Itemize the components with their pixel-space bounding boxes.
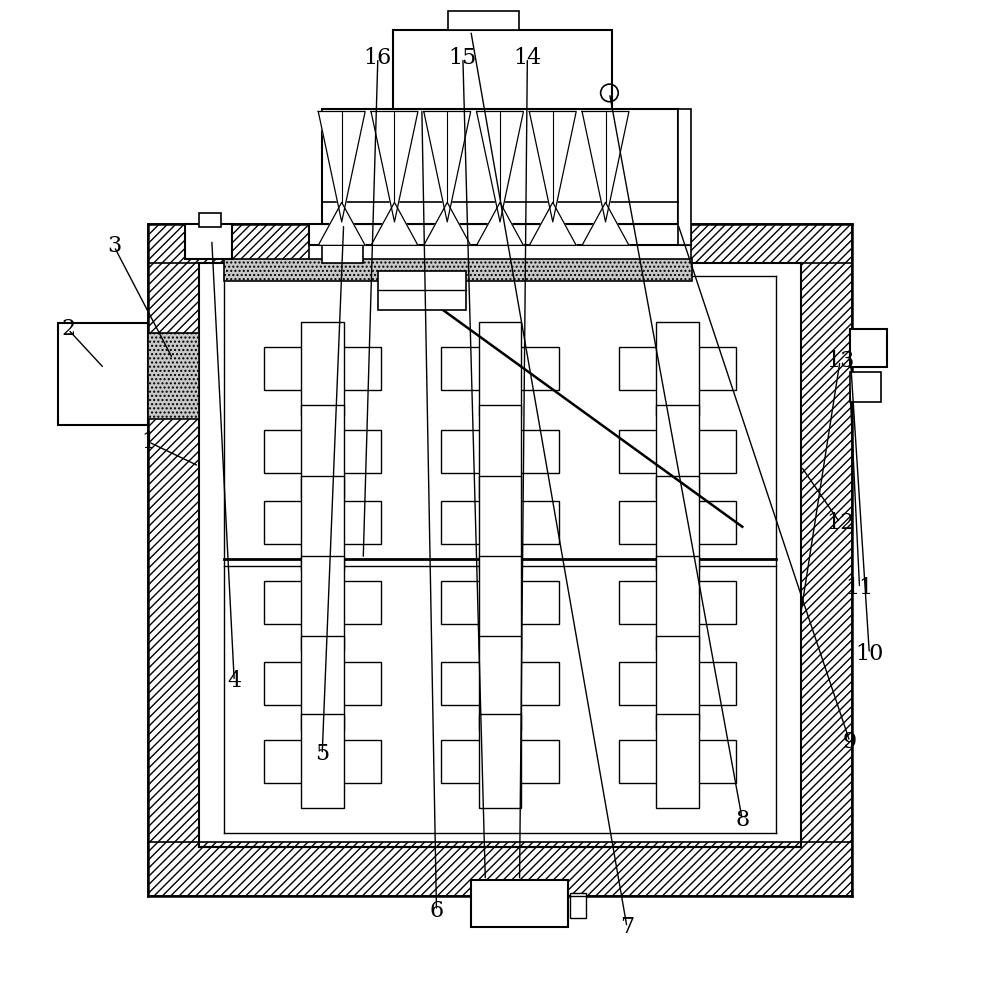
Bar xyxy=(264,430,381,473)
Bar xyxy=(619,662,736,705)
Bar xyxy=(570,893,586,918)
Polygon shape xyxy=(582,112,629,222)
Bar xyxy=(301,636,344,730)
Polygon shape xyxy=(318,202,365,246)
Bar xyxy=(441,739,559,783)
Text: 4: 4 xyxy=(227,670,241,692)
Bar xyxy=(264,501,381,544)
Text: 10: 10 xyxy=(855,643,884,665)
Polygon shape xyxy=(424,112,471,222)
Polygon shape xyxy=(582,202,629,246)
Bar xyxy=(479,321,521,415)
Text: 16: 16 xyxy=(364,47,392,68)
Bar xyxy=(301,321,344,415)
Bar xyxy=(656,404,699,498)
Bar xyxy=(378,271,466,310)
Bar xyxy=(656,556,699,650)
Bar xyxy=(479,715,521,809)
Bar xyxy=(148,842,852,896)
Bar xyxy=(264,662,381,705)
Bar xyxy=(656,476,699,570)
Bar xyxy=(619,430,736,473)
Bar xyxy=(264,582,381,624)
Polygon shape xyxy=(371,112,418,222)
Bar xyxy=(322,109,678,224)
Bar xyxy=(850,329,887,367)
Bar xyxy=(619,501,736,544)
Polygon shape xyxy=(477,202,523,246)
Polygon shape xyxy=(529,202,576,246)
Bar xyxy=(441,582,559,624)
Text: 13: 13 xyxy=(826,350,854,372)
Bar xyxy=(301,404,344,498)
Bar xyxy=(224,259,692,280)
Bar xyxy=(656,321,699,415)
Bar xyxy=(148,261,199,847)
Text: 2: 2 xyxy=(61,318,75,340)
Text: 9: 9 xyxy=(843,730,857,753)
Bar xyxy=(441,347,559,390)
Bar xyxy=(691,224,852,263)
Bar xyxy=(441,430,559,473)
Polygon shape xyxy=(477,112,523,222)
Bar xyxy=(656,636,699,730)
Text: 14: 14 xyxy=(513,47,541,68)
Bar xyxy=(479,404,521,498)
Bar xyxy=(301,715,344,809)
Bar xyxy=(479,556,521,650)
Text: 6: 6 xyxy=(429,900,444,922)
Text: 12: 12 xyxy=(826,512,854,534)
Text: 15: 15 xyxy=(449,47,477,68)
Bar xyxy=(619,582,736,624)
Bar xyxy=(441,662,559,705)
Bar xyxy=(309,224,691,246)
Polygon shape xyxy=(371,202,418,246)
Bar xyxy=(656,715,699,809)
Text: 8: 8 xyxy=(735,809,749,830)
Bar xyxy=(199,213,221,227)
Bar xyxy=(301,556,344,650)
Bar xyxy=(619,739,736,783)
Text: 3: 3 xyxy=(107,235,121,258)
Polygon shape xyxy=(318,112,365,222)
Bar xyxy=(619,347,736,390)
Bar xyxy=(479,476,521,570)
Text: 7: 7 xyxy=(620,917,634,938)
Bar xyxy=(678,109,691,246)
Bar xyxy=(471,880,568,928)
Text: 5: 5 xyxy=(315,743,329,765)
Bar xyxy=(264,739,381,783)
Bar xyxy=(448,11,519,31)
Bar xyxy=(148,333,199,419)
Bar xyxy=(301,476,344,570)
Polygon shape xyxy=(529,112,576,222)
Bar xyxy=(441,501,559,544)
Bar xyxy=(801,261,852,847)
Bar xyxy=(58,322,148,425)
Bar xyxy=(264,347,381,390)
Bar xyxy=(185,224,232,259)
Bar xyxy=(393,31,612,109)
Text: 11: 11 xyxy=(845,578,874,600)
Bar xyxy=(850,373,881,401)
Bar xyxy=(148,224,309,263)
Text: 1: 1 xyxy=(141,431,155,453)
Bar xyxy=(322,246,363,263)
Polygon shape xyxy=(424,202,471,246)
Bar xyxy=(479,636,521,730)
